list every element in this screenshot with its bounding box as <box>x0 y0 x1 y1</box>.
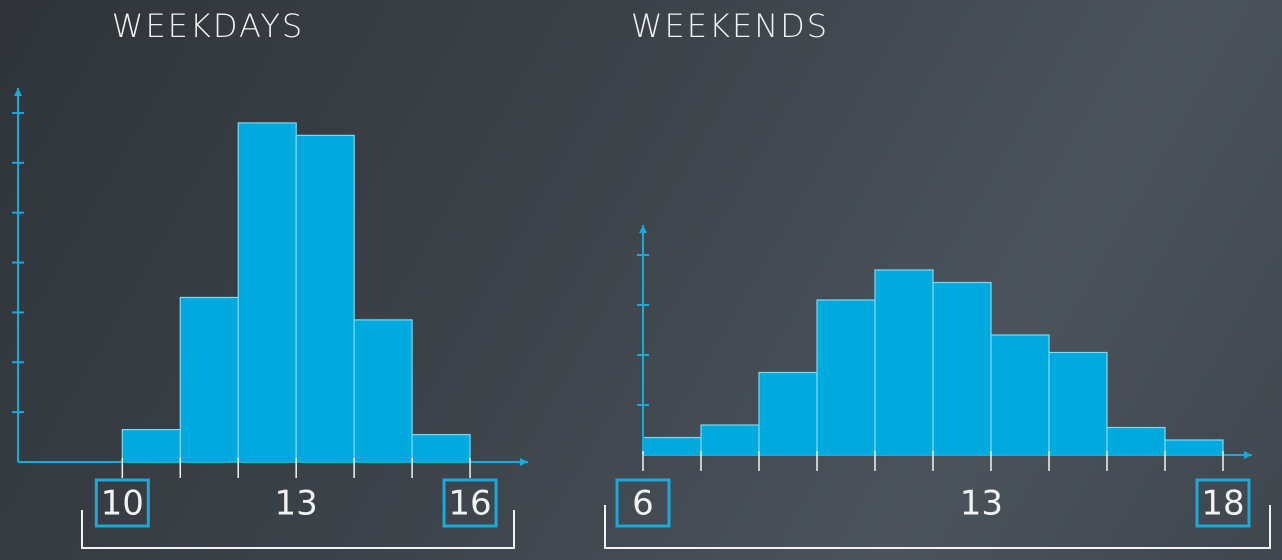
tick-highlight-box <box>442 478 498 528</box>
chart-title: WEEKENDS <box>631 7 829 45</box>
bar <box>700 424 760 456</box>
bar <box>1106 426 1166 456</box>
bar <box>1048 351 1108 456</box>
bar <box>990 334 1050 456</box>
x-tick-label: 13 <box>275 484 318 524</box>
x-tick-label: 18 <box>1201 484 1244 524</box>
bar <box>295 134 355 463</box>
bar <box>758 371 818 456</box>
bar <box>874 269 934 456</box>
bar <box>411 433 471 463</box>
bar <box>816 299 876 456</box>
range-bracket <box>604 505 1271 549</box>
bar <box>1164 439 1224 456</box>
tick-highlight-box <box>615 478 671 528</box>
y-axis-arrow <box>639 225 647 233</box>
bar <box>642 436 702 456</box>
y-axis-arrow <box>14 88 22 96</box>
x-tick-label: 16 <box>448 484 491 524</box>
x-axis-arrow <box>1244 451 1252 459</box>
tick-highlight-box <box>94 478 150 528</box>
bar <box>353 319 413 463</box>
bar <box>237 122 297 463</box>
bar <box>932 281 992 456</box>
x-axis-arrow <box>520 458 528 466</box>
bar <box>121 428 181 463</box>
chart-title: WEEKDAYS <box>112 7 304 45</box>
tick-highlight-box <box>1195 478 1251 528</box>
range-bracket <box>81 510 515 549</box>
x-tick-label: 6 <box>632 484 654 524</box>
x-tick-label: 13 <box>960 484 1003 524</box>
x-tick-label: 10 <box>101 484 144 524</box>
bar <box>179 296 239 463</box>
